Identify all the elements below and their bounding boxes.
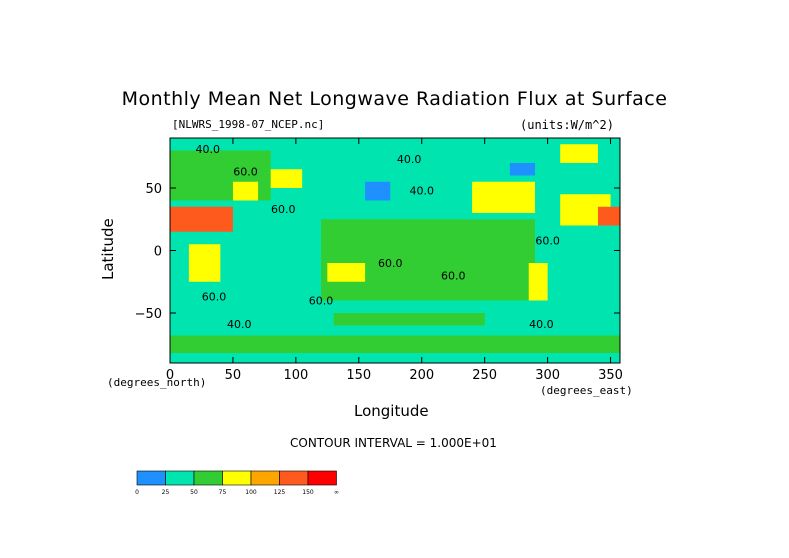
flux-region [232, 181, 259, 201]
colorbar-tick-label: 50 [190, 489, 198, 496]
colorbar-swatch [165, 470, 195, 486]
x-tick-label: 150 [346, 368, 371, 383]
y-unit-label: (degrees_north) [107, 376, 207, 389]
file-label: [NLWRS_1998-07_NCEP.nc] [172, 118, 325, 131]
flux-region [270, 169, 303, 188]
colorbar-tick-label: 125 [274, 489, 286, 496]
contour-label: 60.0 [378, 257, 403, 270]
contour-label: 60.0 [233, 166, 258, 179]
colorbar-swatch [222, 470, 252, 486]
contour-interval-label: CONTOUR INTERVAL = 1.000E+01 [290, 436, 497, 450]
colorbar-swatch [193, 470, 223, 486]
contour-label: 60.0 [441, 269, 466, 282]
contour-label: 60.0 [309, 294, 334, 307]
contour-label: 60.0 [202, 291, 227, 304]
flux-region [509, 163, 536, 176]
colorbar-tick-label: 100 [245, 489, 257, 496]
flux-region [365, 181, 391, 201]
y-axis-title: Latitude [99, 218, 117, 280]
contour-label: 40.0 [397, 153, 422, 166]
contour-label: 40.0 [529, 318, 554, 331]
x-tick-label: 200 [409, 368, 434, 383]
colorbar-tick-label: 25 [162, 489, 170, 496]
contour-label: 60.0 [271, 203, 296, 216]
flux-field [170, 138, 620, 363]
contour-label: 60.0 [535, 234, 560, 247]
contour-label: 40.0 [196, 143, 221, 156]
colorbar-swatch [279, 470, 309, 486]
x-tick-label: 250 [472, 368, 497, 383]
x-tick-label: 300 [535, 368, 560, 383]
flux-region [188, 244, 221, 282]
flux-region [170, 335, 620, 353]
flux-region [560, 144, 598, 163]
x-tick-label: 100 [283, 368, 308, 383]
x-tick-label: 50 [225, 368, 242, 383]
units-label: (units:W/m^2) [520, 118, 614, 132]
flux-region [321, 219, 536, 301]
colorbar-tick-label: ∞ [334, 489, 339, 496]
flux-region [528, 263, 548, 301]
contour-label: 40.0 [409, 184, 434, 197]
x-axis-title: Longitude [354, 402, 429, 420]
y-tick-label: 50 [145, 182, 162, 197]
flux-region [327, 263, 366, 282]
flux-region [472, 181, 536, 213]
colorbar-tick-label: 0 [135, 489, 139, 496]
y-tick-label: 0 [154, 245, 162, 260]
contour-label: 40.0 [227, 318, 252, 331]
y-tick-label: −50 [135, 307, 162, 322]
colorbar-swatch [136, 470, 166, 486]
x-tick-label: 0 [166, 368, 174, 383]
x-unit-label: (degrees_east) [540, 384, 633, 397]
colorbar-tick-label: 150 [302, 489, 314, 496]
colorbar-swatch [307, 470, 337, 486]
chart-title: Monthly Mean Net Longwave Radiation Flux… [121, 88, 668, 110]
colorbar-tick-label: 75 [219, 489, 227, 496]
flux-region [333, 313, 485, 326]
x-tick-label: 350 [598, 368, 623, 383]
flux-region [170, 206, 233, 232]
flux-region [597, 206, 620, 226]
colorbar-swatch [250, 470, 280, 486]
